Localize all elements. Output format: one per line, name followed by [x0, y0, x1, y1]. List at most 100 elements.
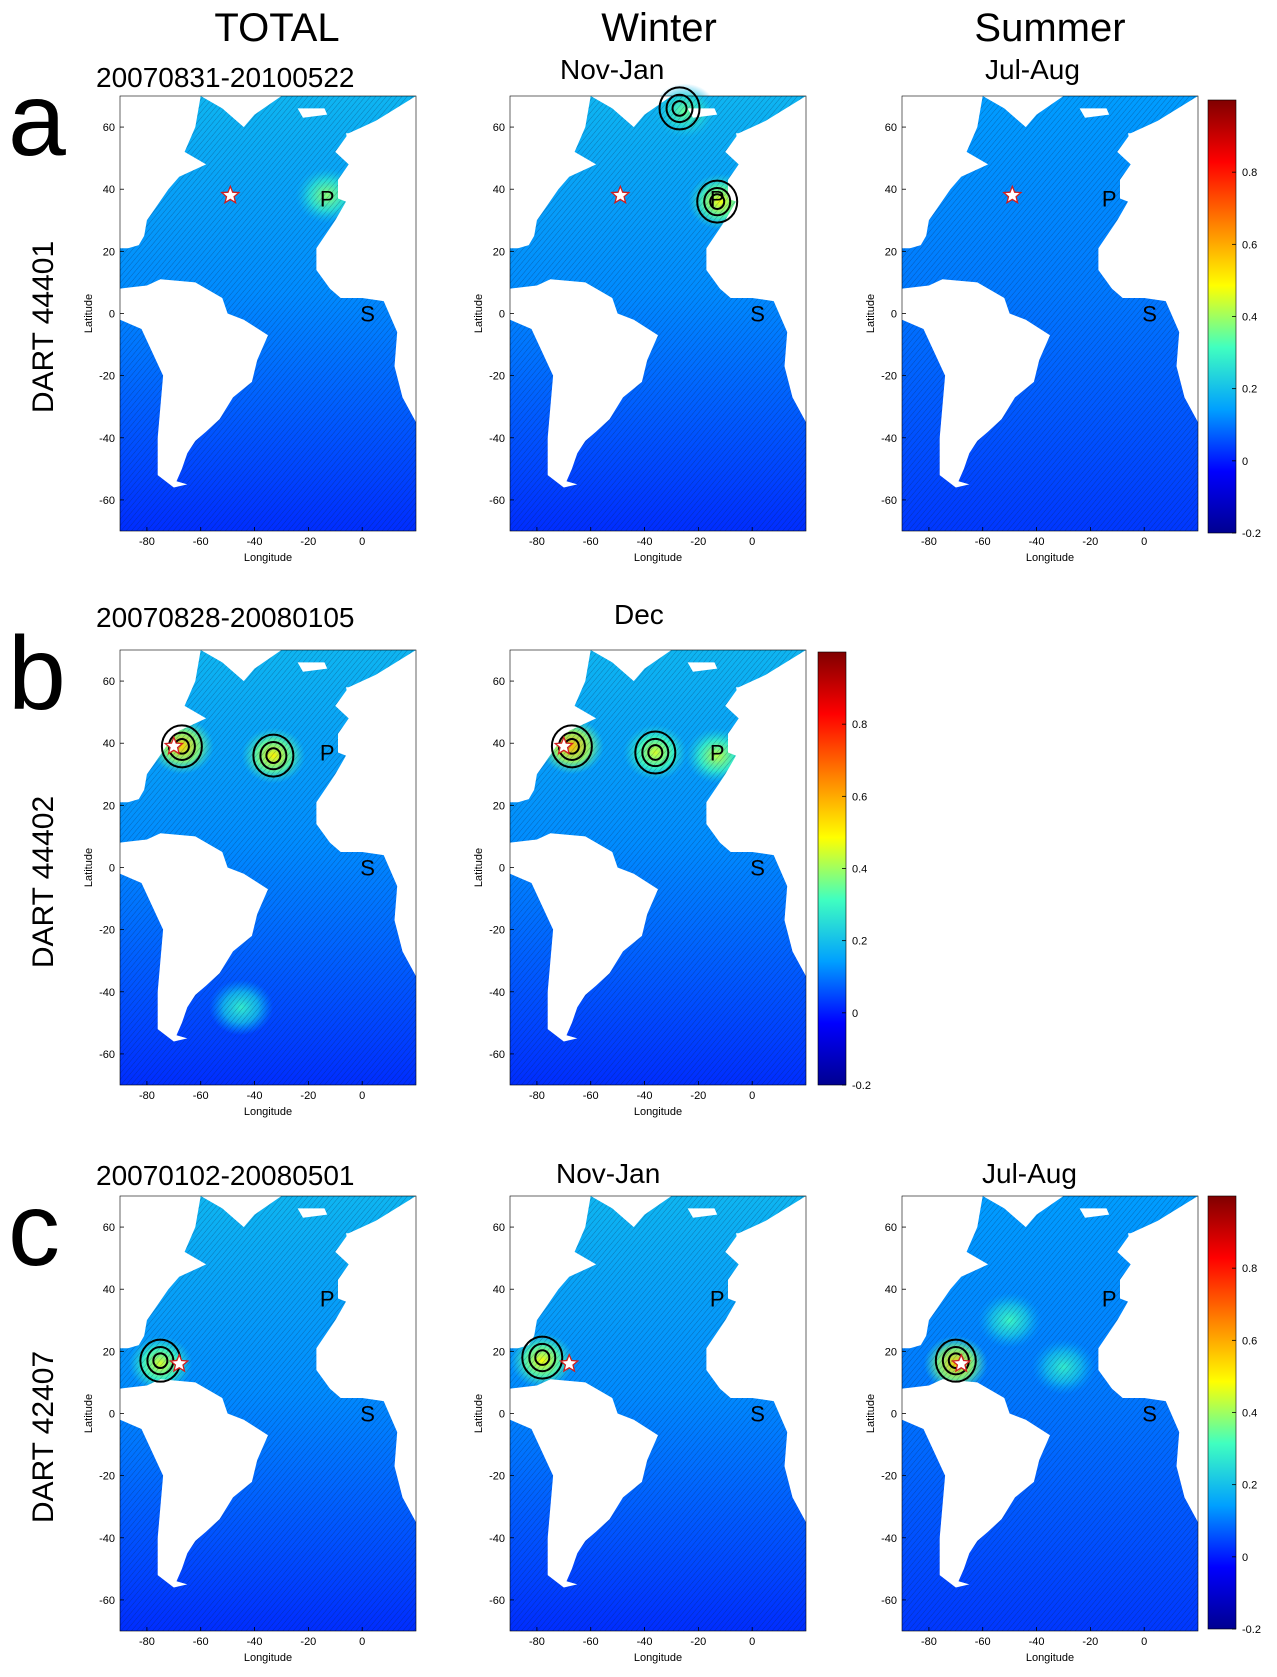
- station-star: [558, 1353, 580, 1373]
- colorbar-tick-label: 0: [1242, 1552, 1248, 1564]
- iceland-land: [687, 108, 718, 118]
- station-star: [168, 1353, 190, 1373]
- x-tick-label: 0: [749, 1090, 755, 1102]
- y-tick-label: 0: [891, 1409, 897, 1421]
- south-america-land: [510, 279, 658, 531]
- y-tick-label: 60: [103, 676, 115, 688]
- x-axis-label: Longitude: [634, 1652, 682, 1664]
- colorbar-tick-label: -0.2: [1242, 528, 1261, 540]
- y-tick-label: -40: [881, 1533, 897, 1545]
- x-tick-label: -20: [300, 536, 316, 548]
- subtitle-b-total: 20070828-20080105: [96, 602, 355, 633]
- marker-p: P: [710, 741, 725, 766]
- row-label-dart-42407: DART 42407: [27, 1350, 60, 1524]
- y-tick-label: 40: [885, 184, 897, 196]
- colorbar-tick-label: 0.2: [1242, 1480, 1257, 1492]
- greenland-land: [982, 1196, 1064, 1228]
- y-tick-label: 20: [493, 800, 505, 812]
- column-title-summer: Summer: [974, 6, 1126, 50]
- station-star: [553, 735, 575, 756]
- y-tick-label: -20: [881, 371, 897, 383]
- marker-s: S: [360, 302, 375, 327]
- colorbar-tick-label: 0.4: [1242, 312, 1257, 324]
- north-america-land: [510, 650, 597, 803]
- marker-s: S: [750, 302, 765, 327]
- south-america-land: [120, 279, 268, 531]
- y-tick-label: 60: [885, 122, 897, 134]
- y-tick-label: 20: [103, 246, 115, 258]
- colorbar-b: -0.2 0 0.2 0.4 0.6 0.8: [817, 651, 871, 1092]
- europe-africa-land: [316, 1196, 416, 1523]
- north-america-land: [510, 96, 597, 249]
- greenland-land: [200, 96, 282, 128]
- station-star: [1002, 184, 1023, 205]
- x-tick-label: -40: [247, 1636, 263, 1648]
- europe-africa-land: [1098, 96, 1198, 423]
- colorbar-gradient: [1207, 1195, 1237, 1630]
- x-tick-label: -40: [637, 536, 653, 548]
- contour-line: [252, 733, 295, 778]
- x-tick-label: -40: [637, 1636, 653, 1648]
- contour-line: [160, 724, 203, 769]
- x-tick-label: 0: [749, 1636, 755, 1648]
- contour-line: [152, 1352, 169, 1370]
- x-axis-label: Longitude: [244, 1106, 292, 1118]
- iceland-land: [687, 1208, 718, 1218]
- station-star: [950, 1353, 972, 1373]
- colorbar-tick-label: 0.2: [852, 936, 867, 948]
- y-tick-label: -60: [881, 1595, 897, 1607]
- x-tick-label: -20: [690, 1090, 706, 1102]
- x-tick-label: -40: [1029, 536, 1045, 548]
- marker-p: P: [320, 1287, 335, 1312]
- x-tick-label: -20: [690, 536, 706, 548]
- y-tick-label: 40: [493, 184, 505, 196]
- y-axis-label: Latitude: [473, 848, 485, 887]
- y-tick-label: -40: [881, 433, 897, 445]
- y-axis-label: Latitude: [83, 294, 95, 333]
- marker-s: S: [1142, 302, 1157, 327]
- europe-africa-land: [706, 650, 806, 977]
- marker-p: P: [1102, 1287, 1117, 1312]
- x-tick-label: -80: [529, 1636, 545, 1648]
- colorbar-gradient: [817, 651, 847, 1086]
- y-axis-label: Latitude: [83, 1394, 95, 1433]
- colorbar-tick-label: 0.4: [852, 864, 867, 876]
- x-tick-label: -20: [1082, 1636, 1098, 1648]
- x-tick-label: -40: [1029, 1636, 1045, 1648]
- marker-s: S: [750, 1402, 765, 1427]
- y-axis-label: Latitude: [83, 848, 95, 887]
- y-tick-label: -40: [489, 987, 505, 999]
- x-tick-label: -80: [139, 1090, 155, 1102]
- map-panel-a-total: P S -80 -60 -40 -20 0 -60 -40 -20 0 20 40 60 Longitude…: [83, 95, 417, 564]
- y-tick-label: 60: [493, 122, 505, 134]
- y-tick-label: -40: [489, 1533, 505, 1545]
- uk-land: [346, 1233, 365, 1259]
- contour-line: [658, 86, 701, 131]
- x-tick-label: -80: [139, 536, 155, 548]
- europe-africa-land: [706, 1196, 806, 1523]
- row-letter-b: b: [8, 616, 66, 732]
- x-tick-label: -80: [139, 1636, 155, 1648]
- colorbar-tick-label: 0.6: [1242, 239, 1257, 251]
- uk-land: [736, 687, 755, 713]
- contour-line: [265, 747, 282, 764]
- y-tick-label: 0: [499, 309, 505, 321]
- x-tick-label: 0: [749, 536, 755, 548]
- station-star: [220, 184, 241, 205]
- x-tick-label: 0: [1141, 1636, 1147, 1648]
- y-tick-label: 20: [885, 246, 897, 258]
- contour-line: [703, 186, 732, 217]
- marker-p: P: [710, 187, 725, 212]
- iceland-land: [297, 662, 328, 672]
- colorbar-a: -0.2 0 0.2 0.4 0.6 0.8: [1207, 99, 1261, 540]
- contour-line: [709, 193, 726, 210]
- y-tick-label: 40: [885, 1284, 897, 1296]
- x-tick-label: 0: [359, 1636, 365, 1648]
- y-tick-label: 0: [109, 1409, 115, 1421]
- y-tick-label: -20: [489, 371, 505, 383]
- x-tick-label: -60: [193, 1636, 209, 1648]
- y-tick-label: -20: [99, 371, 115, 383]
- x-tick-label: -60: [583, 1090, 599, 1102]
- column-title-winter: Winter: [601, 6, 717, 50]
- y-tick-label: 0: [109, 863, 115, 875]
